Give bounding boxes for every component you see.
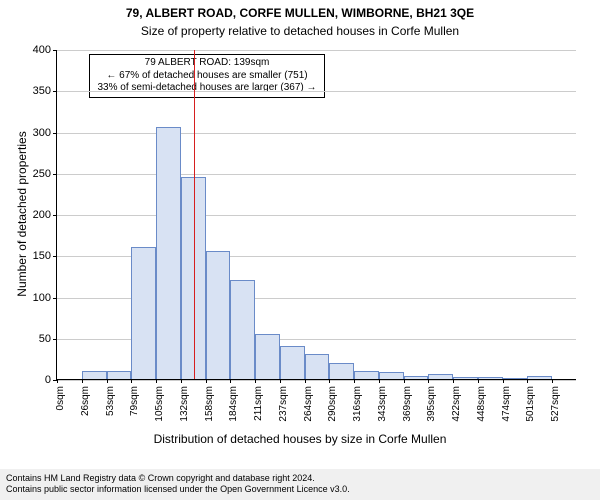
histogram-bar (131, 247, 156, 379)
plot-area: 79 ALBERT ROAD: 139sqm ← 67% of detached… (56, 50, 576, 380)
y-gridline (57, 380, 576, 381)
x-tick-label: 0sqm (55, 386, 66, 410)
x-tick-mark (527, 379, 528, 383)
x-tick-label: 501sqm (525, 386, 536, 422)
histogram-bar (453, 377, 478, 379)
x-tick-mark (156, 379, 157, 383)
annotation-line-2: ← 67% of detached houses are smaller (75… (94, 70, 320, 83)
y-tick-mark (53, 256, 57, 257)
histogram-bar (280, 346, 305, 379)
x-tick-label: 158sqm (204, 386, 215, 422)
histogram-bar (82, 371, 107, 379)
x-tick-mark (255, 379, 256, 383)
histogram-bar (478, 377, 503, 379)
y-tick-mark (53, 174, 57, 175)
x-tick-mark (82, 379, 83, 383)
x-tick-label: 132sqm (179, 386, 190, 422)
y-tick-mark (53, 215, 57, 216)
chart-title-line1: 79, ALBERT ROAD, CORFE MULLEN, WIMBORNE,… (0, 6, 600, 20)
x-tick-mark (230, 379, 231, 383)
marker-line (194, 50, 195, 379)
x-tick-label: 369sqm (402, 386, 413, 422)
x-tick-label: 237sqm (278, 386, 289, 422)
x-tick-mark (305, 379, 306, 383)
histogram-bar (255, 334, 280, 379)
y-tick-mark (53, 298, 57, 299)
histogram-bar (404, 376, 429, 379)
x-tick-mark (280, 379, 281, 383)
x-tick-mark (181, 379, 182, 383)
x-axis-label: Distribution of detached houses by size … (0, 432, 600, 446)
x-tick-mark (503, 379, 504, 383)
x-tick-label: 26sqm (80, 386, 91, 416)
histogram-bar (230, 280, 255, 379)
x-tick-mark (404, 379, 405, 383)
histogram-bar (107, 371, 132, 379)
y-tick-mark (53, 339, 57, 340)
y-gridline (57, 133, 576, 134)
x-tick-mark (57, 379, 58, 383)
chart-container: 79, ALBERT ROAD, CORFE MULLEN, WIMBORNE,… (0, 0, 600, 500)
y-tick-mark (53, 91, 57, 92)
x-tick-label: 422sqm (451, 386, 462, 422)
y-axis-label: Number of detached properties (15, 114, 29, 314)
footer: Contains HM Land Registry data © Crown c… (0, 469, 600, 500)
y-gridline (57, 91, 576, 92)
histogram-bar (379, 372, 404, 379)
y-gridline (57, 215, 576, 216)
histogram-bar (156, 127, 181, 379)
x-tick-label: 395sqm (426, 386, 437, 422)
x-tick-label: 105sqm (154, 386, 165, 422)
annotation-line-1: 79 ALBERT ROAD: 139sqm (94, 57, 320, 70)
histogram-bar (503, 378, 528, 379)
x-tick-label: 53sqm (105, 386, 116, 416)
x-tick-label: 264sqm (303, 386, 314, 422)
x-tick-mark (131, 379, 132, 383)
x-tick-mark (354, 379, 355, 383)
footer-line-1: Contains HM Land Registry data © Crown c… (6, 473, 594, 485)
histogram-bar (206, 251, 231, 379)
annotation-line-3: 33% of semi-detached houses are larger (… (94, 82, 320, 95)
chart-title-line2: Size of property relative to detached ho… (0, 24, 600, 38)
x-tick-label: 211sqm (253, 386, 264, 421)
x-tick-mark (379, 379, 380, 383)
histogram-bar (527, 376, 552, 379)
y-gridline (57, 50, 576, 51)
x-tick-mark (552, 379, 553, 383)
x-tick-mark (206, 379, 207, 383)
x-tick-label: 527sqm (550, 386, 561, 422)
x-tick-label: 474sqm (501, 386, 512, 422)
x-tick-mark (453, 379, 454, 383)
x-tick-label: 316sqm (352, 386, 363, 422)
histogram-bar (354, 371, 379, 379)
x-tick-label: 343sqm (377, 386, 388, 422)
footer-line-2: Contains public sector information licen… (6, 484, 594, 496)
y-gridline (57, 174, 576, 175)
x-tick-mark (478, 379, 479, 383)
x-tick-mark (107, 379, 108, 383)
y-tick-mark (53, 50, 57, 51)
x-tick-label: 290sqm (327, 386, 338, 422)
x-tick-label: 448sqm (476, 386, 487, 422)
histogram-bar (329, 363, 354, 380)
x-tick-mark (428, 379, 429, 383)
x-tick-label: 79sqm (129, 386, 140, 416)
histogram-bar (428, 374, 453, 379)
x-tick-label: 184sqm (228, 386, 239, 422)
x-tick-mark (329, 379, 330, 383)
y-tick-mark (53, 133, 57, 134)
histogram-bar (305, 354, 330, 379)
